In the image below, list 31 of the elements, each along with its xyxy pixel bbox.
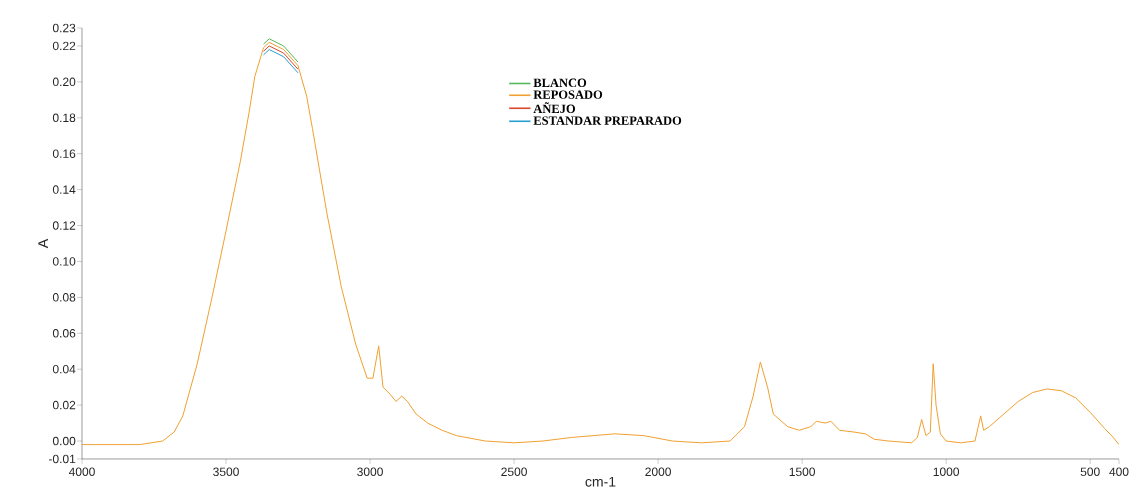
x-tick-label: 2500 [501,467,527,477]
y-tick-label: 0.10 [52,257,76,266]
x-tick-label: 2000 [645,467,671,477]
legend-label: REPOSADO [533,90,603,99]
y-tick-label: 0.04 [52,364,76,374]
y-tick-label: 0.22 [52,41,76,51]
y-tick-label: 0.00 [52,436,76,446]
x-tick-label: 3500 [213,467,239,477]
y-tick-label: 0.08 [52,293,76,302]
x-tick-label: 4000 [68,467,95,477]
y-tick-label: 0.20 [52,77,76,87]
y-tick-label: -0.01 [48,454,76,464]
x-tick-label: 400 [1109,467,1129,477]
y-axis-title: A [38,238,48,249]
x-tick-label: 3000 [357,467,383,477]
x-tick-label: 1500 [789,467,816,477]
y-tick-label: 0.12 [52,221,76,230]
y-tick-label: 0.02 [52,400,76,410]
legend-label: BLANCO [533,78,587,88]
y-tick-label: 0.14 [52,185,76,194]
x-axis-title: cm-1 [585,476,616,487]
y-tick-label: 0.16 [52,149,76,158]
x-tick-label: 1000 [933,467,960,477]
y-tick-label: 0.06 [52,329,76,338]
legend-label: ESTANDAR PREPARADO [533,116,682,125]
line-series [262,38,299,63]
line-series [82,41,1119,446]
x-tick-label: 500 [1080,467,1100,477]
y-tick-label: 0.18 [52,113,76,123]
legend-label: AÑEJO [533,102,576,114]
y-tick-label: 0.23 [52,23,76,33]
